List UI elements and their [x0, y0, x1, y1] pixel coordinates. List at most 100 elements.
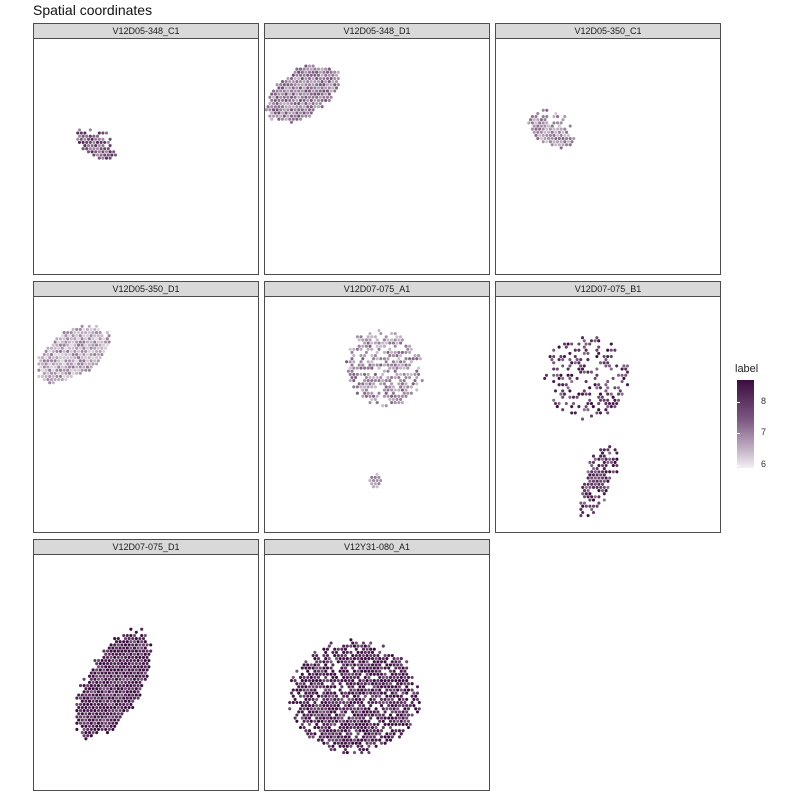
spot-point — [363, 732, 367, 736]
spot-point — [545, 115, 549, 119]
spot-point — [100, 684, 104, 688]
spot-point — [316, 713, 321, 717]
spot-point — [57, 359, 61, 363]
spot-point — [76, 343, 81, 347]
spot-point — [365, 747, 369, 752]
spot-point — [307, 666, 312, 670]
spot-point — [66, 343, 70, 347]
spot-point — [404, 363, 408, 367]
spot-point — [320, 713, 324, 717]
spot-point — [384, 379, 388, 383]
spot-point — [111, 684, 115, 688]
spot-point — [356, 675, 360, 679]
spot-point — [394, 729, 398, 733]
spot-point — [309, 688, 313, 692]
facet-plot-area — [264, 555, 490, 791]
spot-point — [361, 382, 365, 386]
spot-point — [57, 365, 61, 369]
spot-point — [71, 327, 75, 331]
spot-point — [120, 693, 124, 697]
spot-point — [275, 83, 279, 87]
facet-panel: V12D05-350_D1 — [33, 281, 259, 533]
spot-point — [388, 738, 393, 742]
spot-point — [96, 327, 100, 331]
spot-point — [392, 669, 396, 673]
spot-point — [582, 489, 587, 493]
spot-point — [327, 707, 331, 711]
spot-point — [361, 716, 366, 720]
spot-point — [532, 118, 536, 122]
spot-point — [284, 117, 288, 121]
spot-point — [363, 707, 367, 711]
spot-point — [360, 707, 364, 711]
spot-point — [608, 476, 612, 480]
spot-point — [85, 134, 89, 138]
spot-point — [82, 721, 86, 725]
spot-point — [557, 130, 561, 134]
spot-point — [96, 727, 101, 731]
spot-point — [107, 646, 111, 650]
spot-point — [98, 718, 102, 722]
spot-point — [368, 332, 372, 336]
spot-point — [101, 150, 105, 154]
spot-point — [417, 700, 421, 705]
spot-point — [327, 713, 331, 717]
spot-point — [44, 368, 48, 372]
spot-point — [388, 669, 393, 673]
spot-point — [60, 378, 64, 382]
spot-point — [327, 644, 331, 648]
spot-point — [358, 722, 362, 726]
spot-point — [343, 666, 348, 670]
spot-point — [588, 460, 592, 464]
spot-point — [376, 653, 380, 658]
spot-point — [316, 92, 321, 96]
spot-point — [300, 76, 304, 81]
spot-point — [372, 653, 376, 658]
spot-point — [82, 696, 86, 700]
spot-point — [291, 92, 295, 96]
spot-point — [114, 665, 119, 669]
spot-point — [401, 710, 405, 714]
spot-point — [286, 89, 290, 93]
spot-point — [331, 719, 335, 723]
spot-point — [554, 136, 558, 141]
spot-point — [62, 374, 66, 378]
spot-point — [313, 713, 317, 717]
spot-point — [336, 660, 340, 664]
spot-point — [127, 655, 131, 659]
spot-point — [620, 392, 624, 396]
spot-point — [87, 349, 91, 353]
spot-point — [39, 359, 43, 363]
spot-point — [393, 338, 397, 342]
spot-point — [356, 713, 360, 717]
spot-point — [534, 115, 538, 119]
spot-point — [372, 735, 376, 739]
spot-point — [322, 741, 326, 745]
spot-point — [298, 111, 303, 115]
spot-point — [393, 401, 397, 405]
facet-strip-label: V12D05-350_C1 — [495, 23, 721, 39]
spot-point — [577, 361, 581, 365]
spot-point — [311, 83, 315, 87]
spot-point — [352, 751, 357, 755]
spot-point — [289, 76, 294, 81]
spot-point — [559, 392, 563, 396]
spot-point — [277, 111, 281, 115]
spot-point — [131, 693, 135, 697]
spot-point — [360, 719, 364, 723]
spot-point — [334, 657, 339, 661]
spot-point — [568, 395, 572, 399]
spot-point — [311, 653, 315, 658]
spot-point — [114, 715, 119, 719]
spot-point — [379, 729, 384, 733]
spot-point — [327, 80, 331, 84]
spot-point — [324, 86, 328, 90]
spot-point — [561, 364, 565, 368]
spot-point — [342, 663, 346, 667]
spot-point — [304, 89, 308, 93]
spot-point — [561, 143, 565, 147]
spot-point — [270, 105, 274, 109]
spot-point — [399, 663, 403, 667]
spot-point — [361, 679, 366, 683]
spot-point — [324, 657, 328, 661]
